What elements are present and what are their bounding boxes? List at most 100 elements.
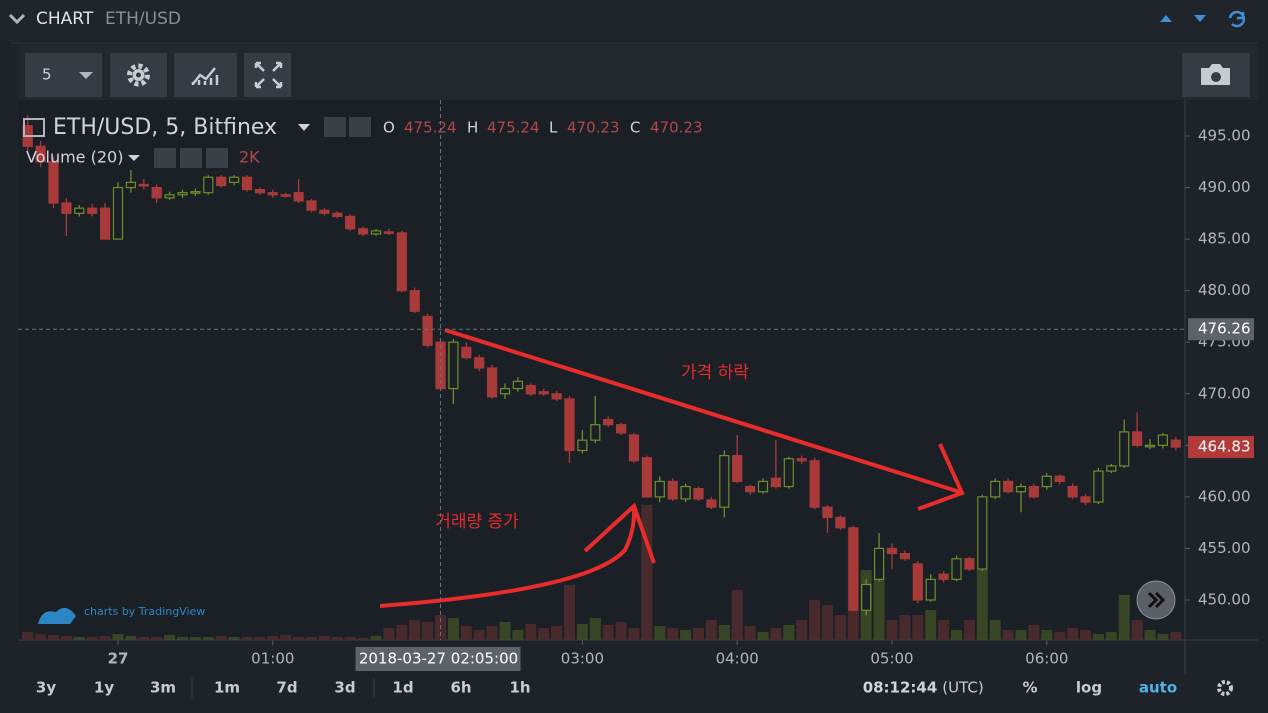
y-tick-label: 450.00 — [1198, 590, 1251, 608]
header-title: CHART — [36, 9, 94, 29]
range-button[interactable]: 7d — [276, 679, 297, 697]
annotation: 가격 하락 — [681, 363, 749, 383]
legend-label: C — [630, 119, 640, 137]
range-button[interactable]: 3m — [150, 679, 176, 697]
watermark: charts by TradingView — [84, 605, 205, 618]
candle-body — [151, 186, 162, 199]
fullscreen-button[interactable] — [244, 53, 291, 97]
settings-button[interactable] — [180, 148, 202, 168]
candle-body — [938, 573, 949, 580]
volume-bar — [963, 620, 975, 640]
volume-bar — [667, 628, 679, 640]
interval-button[interactable] — [25, 53, 102, 97]
refresh-icon[interactable] — [1228, 10, 1246, 28]
volume-bar — [757, 632, 769, 640]
range-button[interactable]: 1d — [392, 679, 413, 697]
range-button[interactable]: 1h — [509, 679, 530, 697]
volume-bar — [1092, 634, 1104, 640]
status-percent[interactable]: % — [1022, 679, 1037, 697]
candle-body — [770, 477, 782, 488]
candle-body — [525, 384, 536, 395]
volume-bar — [1015, 630, 1027, 640]
candle-body — [267, 192, 278, 196]
range-button[interactable]: 1m — [214, 679, 240, 697]
volume-bar — [1157, 634, 1169, 640]
legend-label: H — [467, 119, 478, 137]
x-tick-label: 01:00 — [251, 650, 294, 668]
status-log[interactable]: log — [1076, 679, 1102, 697]
dropdown-icon — [128, 155, 140, 161]
candle-body — [383, 231, 394, 234]
candle-body — [74, 207, 85, 214]
candle-body — [951, 558, 962, 580]
candle-body — [628, 434, 640, 462]
annotation: 거래량 증가 — [435, 512, 519, 532]
candle-body — [280, 194, 291, 197]
x-tick-label: 05:00 — [870, 650, 913, 668]
volume-bar — [976, 570, 988, 640]
candle-body — [203, 176, 214, 194]
gear-icon — [127, 63, 150, 87]
range-button[interactable]: 6h — [450, 679, 471, 697]
last-price-box — [1188, 436, 1254, 459]
candle-body — [538, 391, 549, 395]
candle-body — [757, 480, 769, 493]
x-tick-label: 27 — [108, 650, 129, 668]
y-tick-label: 490.00 — [1198, 178, 1251, 196]
eye-button[interactable] — [154, 148, 176, 168]
settings-icon[interactable] — [1217, 680, 1233, 696]
overlay-layer: 가격 하락 거래량 증가 ETH/USD, 5, Bitfinex O 475.… — [18, 100, 1185, 640]
volume-bar — [925, 610, 937, 640]
candle-body — [990, 480, 1001, 498]
volume-bar — [189, 637, 201, 640]
volume-bar — [202, 637, 214, 640]
candle-body — [487, 367, 498, 398]
range-button[interactable]: 1y — [94, 679, 114, 697]
move-icons[interactable] — [1160, 15, 1206, 22]
candle-body — [964, 558, 975, 570]
eye-button[interactable] — [324, 117, 346, 137]
range-button[interactable]: 3d — [334, 679, 355, 697]
y-tick-label: 455.00 — [1198, 539, 1251, 557]
collapse-icon[interactable] — [8, 13, 26, 25]
volume-bar — [293, 637, 305, 640]
volume-bar — [318, 636, 330, 640]
indicators-button[interactable] — [174, 53, 237, 97]
legend-value: 475.24 — [404, 119, 457, 137]
volume-bar — [705, 620, 717, 640]
candle-body — [332, 212, 343, 218]
status-auto[interactable]: auto — [1139, 679, 1177, 697]
candle-body — [590, 424, 601, 441]
candle-body — [422, 315, 433, 346]
settings-button[interactable] — [349, 117, 371, 137]
candle-body — [306, 200, 317, 211]
volume-bar — [177, 637, 188, 640]
remove-button[interactable] — [206, 148, 228, 168]
volume-bar — [873, 575, 885, 640]
y-tick-label: 470.00 — [1198, 384, 1251, 402]
legend-value: 470.23 — [567, 119, 620, 137]
crosshair-price: 476.26 — [1198, 320, 1251, 338]
crosshair-price-box — [1188, 318, 1254, 341]
candle-body — [409, 290, 420, 312]
range-button[interactable]: 3y — [36, 679, 56, 697]
volume-bar — [628, 628, 640, 640]
volume-bar — [576, 624, 588, 640]
volume-bar — [396, 625, 408, 640]
candle-body — [241, 176, 253, 191]
candle-body — [1028, 485, 1040, 498]
candle-body — [99, 207, 111, 240]
collapse-legend[interactable] — [23, 118, 45, 137]
volume-bar — [951, 630, 962, 640]
volume-bar — [1067, 628, 1079, 640]
volume-bar — [744, 626, 756, 640]
volume-bar — [473, 630, 485, 640]
legend-value: 475.24 — [487, 119, 540, 137]
volume-bar — [73, 637, 85, 640]
volume-bar — [822, 605, 833, 640]
volume-bar — [770, 628, 782, 640]
candle-body — [822, 506, 833, 519]
candle-body — [319, 209, 330, 214]
candle-body — [474, 357, 485, 369]
